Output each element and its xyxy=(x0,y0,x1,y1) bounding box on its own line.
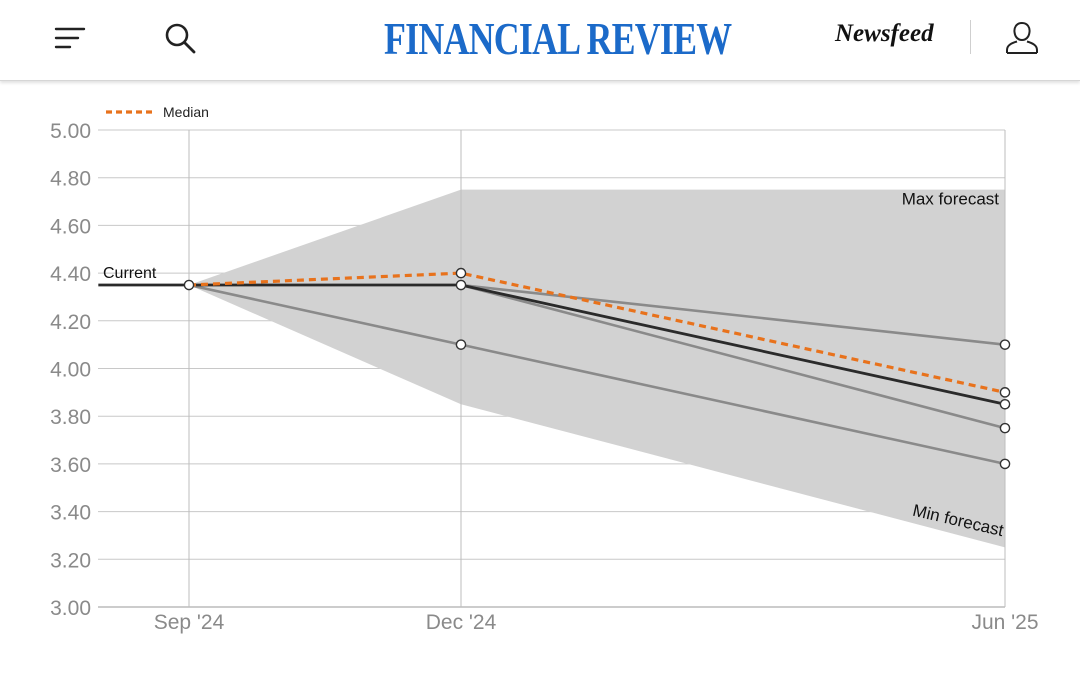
chart-container: 5.00 4.80 4.60 4.40 4.20 4.00 3.80 3.60 3.40 3.20… xyxy=(0,82,1080,672)
header-divider xyxy=(970,20,971,54)
data-point-marker xyxy=(455,339,467,350)
y-tick-label: 4.80 xyxy=(50,168,91,191)
series-line-forecast xyxy=(460,283,1006,346)
data-point-marker xyxy=(999,339,1011,350)
data-point-marker xyxy=(999,422,1011,434)
app-header: FINANCIAL REVIEW Newsfeed xyxy=(0,0,1080,81)
series-line-median xyxy=(188,271,1006,394)
y-tick-label: 3.40 xyxy=(50,502,91,525)
data-point-marker xyxy=(999,387,1011,398)
y-tick-label: 3.00 xyxy=(50,597,91,620)
search-icon[interactable] xyxy=(156,16,204,60)
y-tick-label: 5.00 xyxy=(50,120,91,143)
menu-icon[interactable] xyxy=(46,16,94,60)
y-tick-label: 4.40 xyxy=(50,263,91,286)
legend-label-median: Median xyxy=(163,104,209,120)
y-tick-label: 4.60 xyxy=(50,215,91,238)
x-tick-label: Jun '25 xyxy=(971,611,1038,634)
data-point-marker xyxy=(455,267,467,279)
user-icon[interactable] xyxy=(998,16,1046,60)
data-point-marker xyxy=(999,398,1011,410)
series-line-forecast xyxy=(460,283,1006,430)
forecast-chart: 5.00 4.80 4.60 4.40 4.20 4.00 3.80 3.60 3.40 3.20… xyxy=(50,104,1038,634)
data-point-marker xyxy=(183,279,195,291)
brand-logo[interactable]: FINANCIAL REVIEW xyxy=(384,12,732,64)
forecast-range-band xyxy=(189,189,1005,548)
y-tick-label: 3.60 xyxy=(50,454,91,477)
y-tick-label: 4.20 xyxy=(50,311,91,334)
newsfeed-link[interactable]: Newsfeed xyxy=(835,20,934,47)
series-line-current xyxy=(98,283,1006,406)
annotation-current: Current xyxy=(103,265,157,282)
y-tick-label: 3.80 xyxy=(50,406,91,429)
data-point-marker xyxy=(455,279,467,291)
x-tick-label: Dec '24 xyxy=(426,611,497,634)
x-tick-label: Sep '24 xyxy=(154,611,225,634)
y-tick-label: 4.00 xyxy=(50,359,91,382)
y-tick-label: 3.20 xyxy=(50,549,91,572)
legend: Median xyxy=(106,104,209,120)
annotation-max-forecast: Max forecast xyxy=(902,190,1000,209)
data-point-marker xyxy=(999,458,1011,470)
